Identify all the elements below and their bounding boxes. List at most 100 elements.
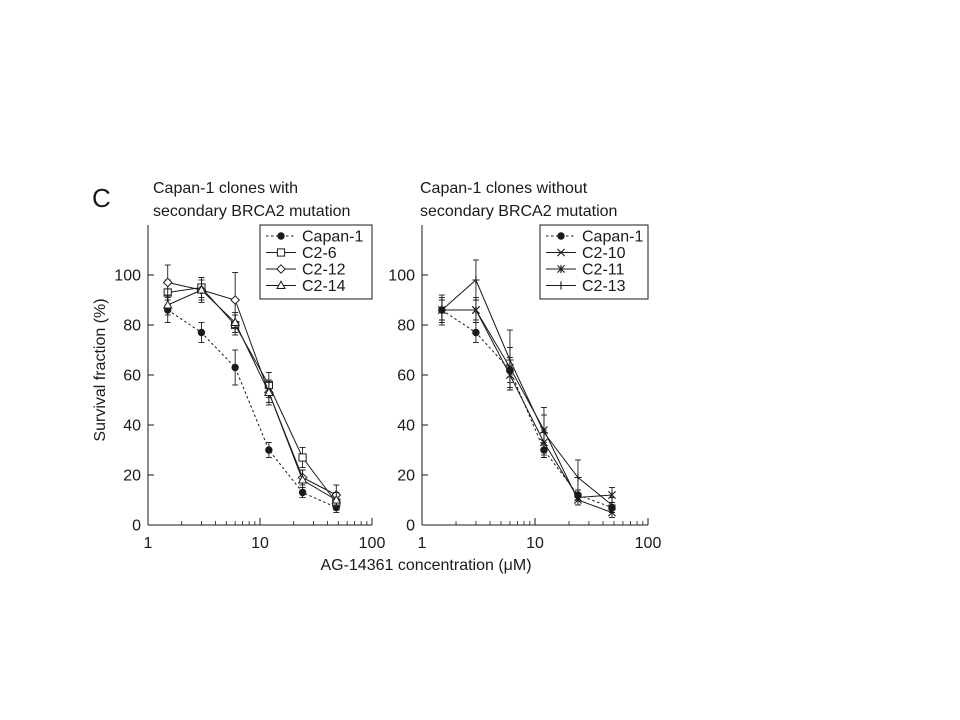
panel-1-series-0-point-1 bbox=[472, 328, 480, 337]
panel-0-series-0-point-2 bbox=[231, 363, 239, 372]
panel-0-y-tick-label-1: 20 bbox=[123, 468, 141, 485]
panel-0-legend-item-1: C2-6 bbox=[266, 245, 337, 262]
panel-1-y-tick-label-4: 80 bbox=[397, 318, 415, 335]
panel-1-series-3-point-2-shape bbox=[506, 355, 514, 365]
panel-0-series-3-point-5 bbox=[331, 494, 342, 504]
panel-1-legend-item-0-marker bbox=[557, 232, 565, 240]
panel-0-series-2 bbox=[162, 264, 342, 506]
panel-1-series-3-point-1 bbox=[472, 275, 480, 285]
panel-1-legend-item-1: C2-10 bbox=[546, 245, 626, 262]
panel-0-y-tick-label-3: 60 bbox=[123, 368, 141, 385]
panel-0-x-tick-label-2: 100 bbox=[359, 535, 386, 552]
y-axis-label: Survival fraction (%) bbox=[92, 298, 109, 441]
panel-0-legend-item-0-label: Capan-1 bbox=[302, 229, 363, 246]
right-panel-title-line-2: secondary BRCA2 mutation bbox=[420, 203, 617, 220]
panel-0-series-3-point-1-shape bbox=[196, 284, 207, 294]
panel-1-legend-item-0-label: Capan-1 bbox=[582, 229, 643, 246]
panel-0-legend-item-2-marker bbox=[276, 264, 286, 274]
panel-1-y-tick-label-3: 60 bbox=[397, 368, 415, 385]
panel-1-series-3 bbox=[438, 259, 616, 513]
panel-1-legend-item-2-marker-shape bbox=[557, 264, 565, 274]
panel-letter: C bbox=[92, 183, 111, 213]
panel-0-series-3-point-3 bbox=[264, 387, 274, 396]
panel-1-series-3-point-3 bbox=[540, 428, 548, 437]
panel-1-legend-item-2-marker bbox=[557, 264, 565, 274]
panel-0-series-0-point-2-shape bbox=[231, 363, 239, 372]
panel-0-series-3-point-3-shape bbox=[264, 387, 274, 396]
panel-1-series-3-point-5-shape bbox=[608, 500, 616, 510]
panel-1-legend-item-2: C2-11 bbox=[546, 262, 624, 279]
panel-1-x-tick-label-2: 100 bbox=[635, 535, 662, 552]
panel-0-series-3-point-1 bbox=[196, 284, 207, 294]
panel-1-series-2-line bbox=[441, 309, 613, 499]
panel-1-y-tick-label-0: 0 bbox=[406, 518, 415, 535]
panel-1-legend-item-1-marker bbox=[557, 248, 565, 257]
panel-0-series-3-point-4-shape bbox=[297, 474, 308, 484]
panel-1-y-tick-label-5: 100 bbox=[388, 268, 415, 285]
panel-0-legend-item-3: C2-14 bbox=[266, 278, 346, 295]
panel-0-series-3-point-2-shape bbox=[230, 317, 241, 326]
panel-1-series-0 bbox=[438, 297, 616, 513]
panel-1-series-3-point-0 bbox=[438, 305, 446, 315]
panel-0-x-tick-label-1: 10 bbox=[251, 535, 269, 552]
panel-0-series-1 bbox=[163, 277, 341, 511]
panel-1-series-3-point-1-shape bbox=[472, 275, 480, 285]
left-panel-title-line-2: secondary BRCA2 mutation bbox=[153, 203, 350, 220]
panel-0-legend-item-3-marker bbox=[276, 280, 286, 289]
panel-0-series-2-point-2-shape bbox=[230, 295, 241, 305]
panel-1-series-3-point-4 bbox=[574, 473, 582, 482]
panel-1-y-tick-label-1: 20 bbox=[397, 468, 415, 485]
panel-1-series-3-point-4-shape bbox=[574, 473, 582, 482]
panel-1-legend-item-3-label: C2-13 bbox=[582, 278, 626, 295]
panel-1-series-3-point-5 bbox=[608, 500, 616, 510]
panel-0-series-2-line bbox=[167, 282, 337, 496]
left-panel-title-line-1: Capan-1 clones with bbox=[153, 180, 298, 197]
panel-0-series-0-point-3 bbox=[265, 446, 273, 454]
panel-0-series-1-line bbox=[167, 286, 337, 503]
panel-0-series-3-point-4 bbox=[297, 474, 308, 484]
panel-1-series-2 bbox=[437, 299, 616, 506]
panel-1-legend-item-3-marker-shape bbox=[557, 281, 565, 290]
panel-0-series-3-line bbox=[167, 289, 337, 501]
panel-0-series-1-point-4-shape bbox=[298, 453, 307, 462]
panel-0-series-0 bbox=[164, 297, 340, 513]
panel-0-series-2-point-0 bbox=[162, 277, 173, 288]
panel-1-series-2-point-1 bbox=[471, 305, 480, 315]
right-panel-title-line-1: Capan-1 clones without bbox=[420, 180, 588, 197]
panel-1-x-tick-label-0: 1 bbox=[418, 535, 427, 552]
panel-0-legend-item-1-label: C2-6 bbox=[302, 245, 337, 262]
panel-1-series-3-point-0-shape bbox=[438, 305, 446, 315]
panel-0-series-3-point-2 bbox=[230, 317, 241, 326]
panel-1-legend-item-3-marker bbox=[557, 281, 565, 290]
panel-1-series-2-point-1-shape bbox=[471, 305, 480, 315]
panel-1-series-3-point-2 bbox=[506, 355, 514, 365]
panel-0-legend-item-2-label: C2-12 bbox=[302, 262, 346, 279]
panel-0-series-3-point-0 bbox=[162, 299, 173, 309]
panel-0-legend-item-1-marker-shape bbox=[276, 248, 286, 257]
x-axis-label: AG-14361 concentration (μM) bbox=[320, 557, 531, 574]
panel-0-legend-item-0: Capan-1 bbox=[266, 229, 363, 246]
panel-0-series-2-point-0-shape bbox=[162, 277, 173, 288]
panel-0-legend-item-3-marker-shape bbox=[276, 280, 286, 289]
panel-1-legend-item-0-marker-shape bbox=[557, 232, 565, 240]
panel-0-series-3-point-0-shape bbox=[162, 299, 173, 309]
panel-0-y-tick-label-5: 100 bbox=[114, 268, 141, 285]
panel-0-legend-item-2-marker-shape bbox=[276, 264, 286, 274]
panel-1-legend-item-2-label: C2-11 bbox=[582, 262, 624, 279]
left-panel: Capan-1 clones with secondary BRCA2 muta… bbox=[114, 180, 385, 552]
panel-1-legend-item-3: C2-13 bbox=[546, 278, 626, 295]
panel-0-series-0-line bbox=[167, 309, 337, 508]
panel-0-series-3 bbox=[162, 277, 342, 508]
panel-1-legend-item-0: Capan-1 bbox=[546, 229, 643, 246]
panel-1-x-tick-label-1: 10 bbox=[526, 535, 544, 552]
panel-0-series-0-point-1-shape bbox=[197, 328, 206, 337]
panel-0-legend-item-1-marker bbox=[276, 248, 286, 257]
panel-1-series-3-line bbox=[441, 279, 613, 506]
panel-0-series-3-point-5-shape bbox=[331, 494, 342, 504]
panel-0-legend-item-3-label: C2-14 bbox=[302, 278, 346, 295]
panel-1-legend-item-1-marker-shape bbox=[557, 248, 565, 257]
panel-0-y-tick-label-0: 0 bbox=[132, 518, 141, 535]
